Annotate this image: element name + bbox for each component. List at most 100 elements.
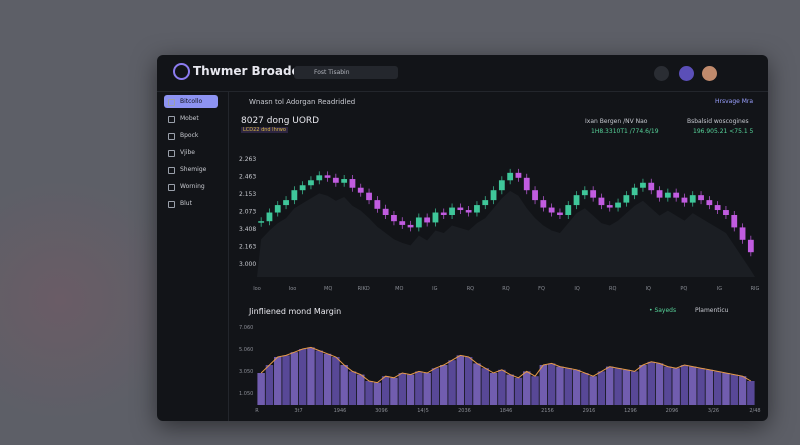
candle bbox=[747, 239, 754, 253]
candle bbox=[581, 190, 588, 196]
volume-bar bbox=[664, 366, 672, 405]
tag: LCD22 dnd lhrwo bbox=[241, 127, 288, 133]
candle bbox=[299, 185, 306, 191]
candle bbox=[615, 202, 621, 208]
candle bbox=[714, 205, 721, 211]
nav-item[interactable]: Bpock bbox=[164, 129, 218, 142]
nav-item[interactable]: Vjibe bbox=[164, 146, 218, 159]
x-tick-label: 1946 bbox=[334, 408, 347, 414]
volume-bar bbox=[423, 373, 431, 405]
volume-bar bbox=[680, 365, 689, 405]
legend-value: 196.905.21 <75.1 5 bbox=[693, 128, 754, 135]
candle bbox=[374, 200, 381, 209]
nav-item[interactable]: Bitcollo bbox=[164, 95, 218, 108]
volume-bar bbox=[431, 368, 440, 405]
candle bbox=[349, 179, 356, 188]
volume-bar bbox=[713, 371, 722, 405]
candle bbox=[341, 179, 348, 183]
candle bbox=[706, 200, 713, 206]
x-tick-label: 1846 bbox=[500, 408, 513, 414]
x-tick-label: 3096 bbox=[375, 408, 388, 414]
icon-button[interactable] bbox=[654, 66, 669, 81]
volume-bar bbox=[406, 374, 415, 405]
candle bbox=[698, 195, 704, 201]
candle bbox=[482, 200, 489, 206]
nav-item[interactable]: Blut bbox=[164, 197, 218, 210]
candle bbox=[457, 207, 464, 211]
charts: 2.263 2.463 2.153 2.073 3.408 2.163 3.000 Ioo Io… bbox=[239, 156, 761, 414]
y-tick-label: 2.463 bbox=[239, 174, 256, 181]
x-tick-label: 3/26 bbox=[708, 408, 719, 414]
volume-bar bbox=[689, 366, 697, 405]
x-tick-label: 1296 bbox=[624, 408, 637, 414]
x-tick-label: IG bbox=[432, 286, 437, 292]
x-tick-label: RQ bbox=[467, 286, 474, 292]
volume-bar bbox=[738, 376, 747, 405]
candle bbox=[739, 227, 746, 240]
volume-bar bbox=[274, 357, 282, 405]
nav-item[interactable]: Worning bbox=[164, 180, 218, 193]
volume-bar bbox=[489, 373, 498, 405]
volume-bar bbox=[647, 361, 655, 405]
x-tick-label: PQ bbox=[680, 286, 687, 292]
volume-bar bbox=[705, 369, 714, 405]
candle bbox=[316, 175, 323, 181]
candle bbox=[515, 172, 522, 178]
candle bbox=[606, 205, 613, 208]
candle bbox=[523, 177, 530, 191]
volume-line bbox=[260, 346, 752, 384]
x-tick-label: RQ bbox=[502, 286, 509, 292]
volume-bar bbox=[348, 371, 357, 405]
x-tick-label: IQ bbox=[646, 286, 651, 292]
x-tick-label: Ioo bbox=[253, 286, 261, 292]
volume-bar bbox=[440, 365, 448, 405]
candle bbox=[407, 224, 414, 228]
volume-bar bbox=[340, 365, 348, 405]
candle bbox=[291, 190, 298, 201]
y-tick-label: 3.408 bbox=[239, 226, 256, 233]
volume-bar bbox=[307, 347, 315, 405]
volume-bar bbox=[630, 371, 639, 405]
x-tick-label: MO bbox=[395, 286, 403, 292]
y-tick-label: 5.060 bbox=[239, 347, 253, 353]
candle bbox=[664, 192, 671, 198]
x-tick-label: RIG bbox=[751, 286, 760, 292]
volume-bar bbox=[523, 371, 531, 405]
volume-bar bbox=[614, 368, 622, 405]
legend-value: 1H8.3310T1 /774.6/19 bbox=[591, 128, 659, 135]
volume-bar bbox=[597, 371, 606, 405]
x-tick-label: FQ bbox=[538, 286, 545, 292]
volume-title: Jinfliened mond Margin bbox=[249, 307, 342, 316]
volume-bar bbox=[514, 377, 523, 405]
legend-name: Ixan Bergen /NV Nao bbox=[585, 118, 648, 125]
link[interactable]: Hrsvage Mra bbox=[715, 98, 754, 105]
volume-bar bbox=[547, 363, 556, 405]
volume-bar bbox=[332, 357, 340, 405]
candle bbox=[640, 182, 646, 188]
y-tick-label: 2.163 bbox=[239, 244, 256, 251]
volume-bar bbox=[282, 355, 290, 405]
candle bbox=[681, 197, 688, 203]
candle bbox=[490, 190, 497, 201]
nav-item[interactable]: Mobet bbox=[164, 112, 218, 125]
chart-title: Wnasn tol Adorgan Readridled bbox=[249, 98, 356, 106]
legend-name: Bsbalsid woscogines bbox=[687, 118, 749, 125]
nav-item[interactable]: Shemige bbox=[164, 163, 218, 176]
y-tick-label: 7.060 bbox=[239, 325, 253, 331]
volume-bar bbox=[572, 369, 581, 405]
x-tick-label: IG bbox=[717, 286, 722, 292]
avatar[interactable] bbox=[702, 66, 717, 81]
x-tick-label: RIKD bbox=[358, 286, 370, 292]
y-tick-label: 3.000 bbox=[239, 261, 256, 268]
legend-item: • Sayeds bbox=[649, 307, 677, 314]
brand: Thwmer Broades bbox=[173, 63, 307, 80]
icon-button[interactable] bbox=[679, 66, 694, 81]
header: Thwmer Broades Fost Tisabin bbox=[157, 55, 768, 92]
search-box[interactable]: Fost Tisabin bbox=[294, 66, 398, 79]
volume-bar bbox=[390, 377, 398, 405]
candle bbox=[507, 172, 514, 181]
candle bbox=[548, 207, 555, 213]
candle bbox=[540, 200, 547, 208]
y-tick-label: 2.073 bbox=[239, 209, 256, 216]
x-tick-label: 2036 bbox=[458, 408, 471, 414]
